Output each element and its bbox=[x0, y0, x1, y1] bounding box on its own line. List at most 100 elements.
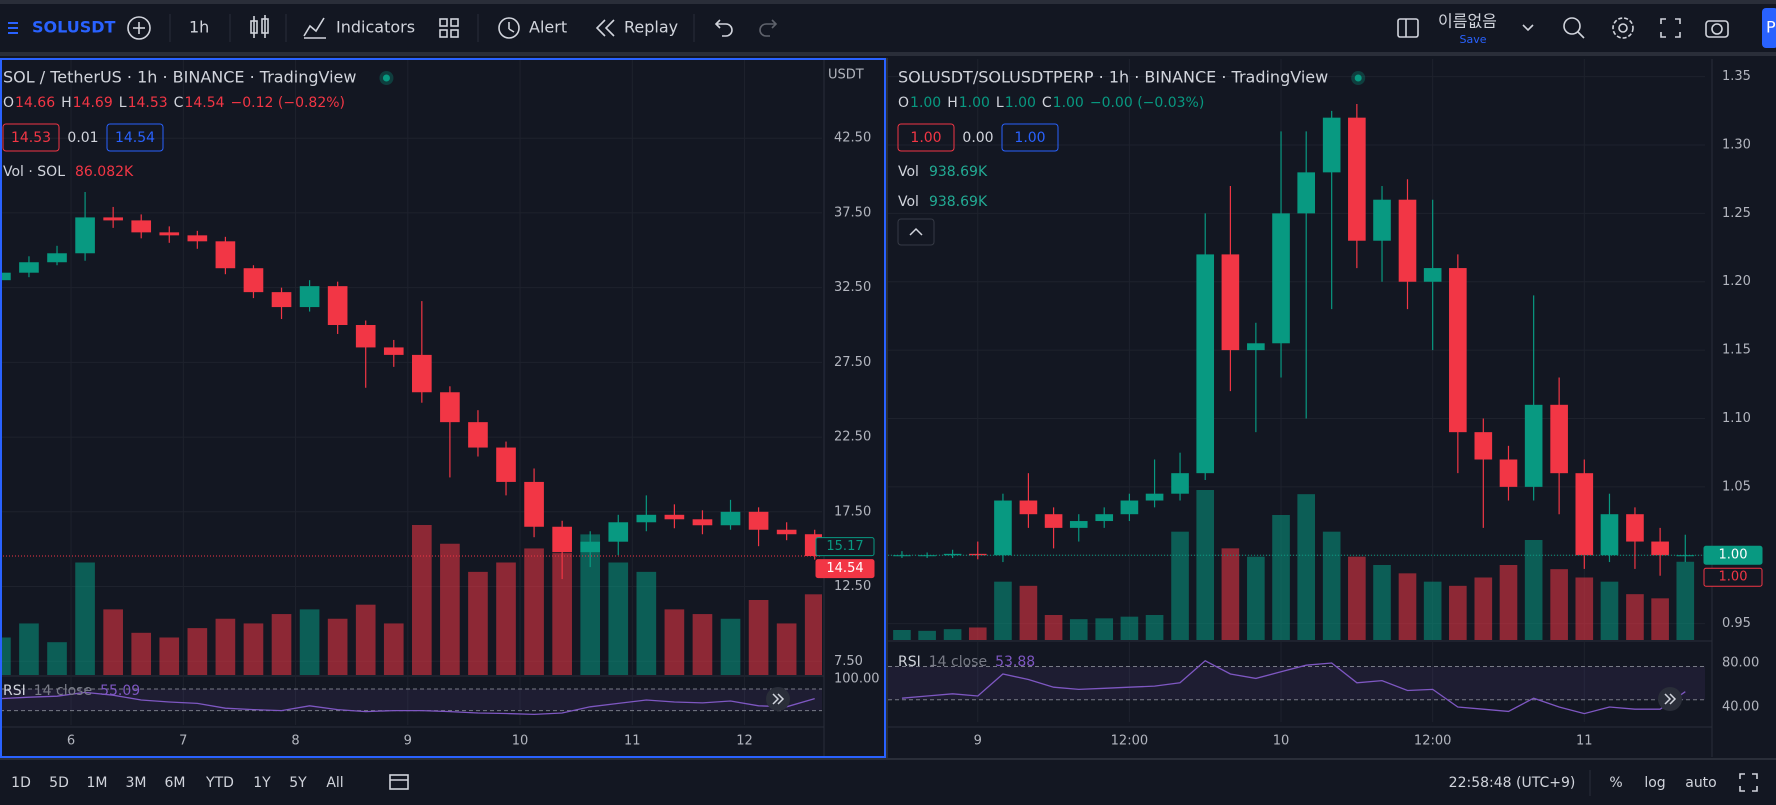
x-tick-label: 9 bbox=[404, 734, 412, 749]
y-tick-label: 1.35 bbox=[1722, 69, 1751, 84]
log-toggle[interactable]: log bbox=[1644, 775, 1665, 791]
redo[interactable] bbox=[759, 19, 778, 37]
publish-button[interactable] bbox=[1762, 8, 1776, 48]
volume-bar bbox=[994, 581, 1012, 640]
volume-bar bbox=[1221, 548, 1240, 640]
range-button[interactable]: 1Y bbox=[253, 775, 271, 791]
candle-body bbox=[271, 292, 292, 308]
maximize[interactable] bbox=[1739, 773, 1758, 792]
quote-ask[interactable]: 1.00 bbox=[1014, 130, 1045, 146]
chart-title: SOL / TetherUS · 1h · BINANCE · TradingV… bbox=[3, 68, 356, 87]
volume-bar bbox=[1297, 494, 1316, 640]
candle-body bbox=[893, 555, 911, 557]
quote-box[interactable] bbox=[1001, 123, 1059, 152]
more-icon[interactable] bbox=[1669, 693, 1677, 705]
volume-bar bbox=[968, 627, 987, 640]
y-tick-label: 42.50 bbox=[834, 131, 871, 146]
range-button[interactable]: 1M bbox=[87, 775, 108, 791]
pane-separator bbox=[886, 58, 888, 758]
volume-bar bbox=[580, 534, 601, 675]
price-tag-label: 1.00 bbox=[1719, 548, 1748, 563]
quote-box[interactable] bbox=[897, 123, 955, 152]
candle-body bbox=[1247, 343, 1265, 351]
auto-toggle[interactable]: auto bbox=[1685, 775, 1717, 791]
collapse-icon[interactable] bbox=[909, 227, 923, 236]
currency[interactable]: USDT bbox=[828, 68, 864, 83]
rsi-tick-label: 100.00 bbox=[834, 672, 880, 687]
candle-body bbox=[243, 268, 264, 293]
replay[interactable]: Replay bbox=[624, 18, 678, 37]
quote-spread: 0.00 bbox=[962, 130, 993, 146]
ohlc-value: 1.00 bbox=[1053, 95, 1084, 111]
date-range[interactable] bbox=[389, 774, 409, 790]
percent-toggle[interactable]: % bbox=[1609, 775, 1622, 791]
candle-body bbox=[580, 541, 601, 553]
candle-body bbox=[636, 514, 657, 523]
indicators-icon[interactable] bbox=[303, 17, 326, 39]
interval[interactable]: 1h bbox=[189, 18, 209, 37]
price-tag bbox=[1703, 545, 1763, 565]
range-button[interactable]: YTD bbox=[205, 775, 234, 791]
candle-body bbox=[1069, 521, 1088, 528]
quote-box[interactable] bbox=[106, 123, 164, 152]
quote-box[interactable] bbox=[2, 123, 60, 152]
range-button[interactable]: 6M bbox=[165, 775, 186, 791]
plot bbox=[0, 59, 822, 725]
ohlc-value: 1.00 bbox=[1005, 95, 1036, 111]
snapshot[interactable] bbox=[1705, 20, 1729, 38]
range-button[interactable]: 3M bbox=[126, 775, 147, 791]
ohlc-value: 14.66 bbox=[15, 95, 55, 111]
save[interactable]: Save bbox=[1459, 33, 1486, 46]
ohlc-change: −0.00 (−0.03%) bbox=[1090, 95, 1204, 111]
quote-ask[interactable]: 14.54 bbox=[115, 130, 155, 146]
y-tick-label: 1.25 bbox=[1722, 206, 1751, 221]
volume-bar bbox=[327, 618, 348, 675]
volume-bar bbox=[692, 614, 713, 675]
toolbar: SOLUSDT 1h Indicators Alert Replay 이름없음 … bbox=[0, 8, 1776, 56]
volume-bar bbox=[1398, 573, 1417, 640]
collapse-button[interactable] bbox=[897, 218, 935, 246]
volume-bar bbox=[159, 637, 180, 675]
layout-name[interactable]: 이름없음 bbox=[1438, 12, 1497, 31]
volume-bar bbox=[0, 637, 11, 675]
undo[interactable] bbox=[714, 19, 733, 37]
layout-menu[interactable] bbox=[1522, 24, 1534, 32]
x-tick-label: 12:00 bbox=[1414, 734, 1451, 749]
chart-type[interactable] bbox=[250, 15, 269, 38]
candle-body bbox=[299, 286, 320, 308]
range-button[interactable]: 5Y bbox=[289, 775, 307, 791]
candle-body bbox=[131, 220, 152, 233]
quote-bid[interactable]: 1.00 bbox=[910, 130, 941, 146]
menu-icon[interactable] bbox=[8, 22, 18, 34]
templates[interactable] bbox=[439, 18, 459, 38]
alert-icon[interactable] bbox=[498, 17, 520, 39]
volume-bar bbox=[1474, 577, 1493, 640]
more-icon[interactable] bbox=[1664, 693, 1672, 705]
fullscreen[interactable] bbox=[1660, 18, 1681, 38]
candle-body bbox=[1550, 404, 1568, 474]
range-button[interactable]: 5D bbox=[49, 775, 69, 791]
right-pane: 1.35 1.30 1.25 1.20 1.15 1.10 1.05 1.00 0.95 9 12:… bbox=[888, 59, 1763, 757]
more-icon[interactable] bbox=[777, 693, 785, 705]
quote-bid[interactable]: 14.53 bbox=[11, 130, 51, 146]
symbol[interactable]: SOLUSDT bbox=[32, 18, 116, 37]
candle-body bbox=[664, 514, 685, 520]
price-tag bbox=[1703, 567, 1763, 587]
layout-icon[interactable] bbox=[1397, 18, 1419, 38]
more-icon[interactable] bbox=[772, 693, 780, 705]
search[interactable] bbox=[1563, 17, 1585, 39]
candle-body bbox=[1044, 514, 1063, 528]
range-button[interactable]: All bbox=[326, 775, 343, 791]
publish[interactable]: Pu bbox=[1766, 18, 1776, 37]
settings[interactable] bbox=[1612, 17, 1634, 39]
add-symbol[interactable] bbox=[127, 16, 151, 40]
x-tick-label: 6 bbox=[67, 734, 75, 749]
indicators[interactable]: Indicators bbox=[336, 18, 415, 37]
range-button[interactable]: 1D bbox=[11, 775, 31, 791]
price-tag bbox=[815, 559, 875, 579]
volume-bar bbox=[1524, 540, 1543, 640]
volume-bar bbox=[893, 630, 911, 640]
status-dot-core bbox=[382, 74, 390, 82]
alert[interactable]: Alert bbox=[529, 18, 567, 37]
replay-icon[interactable] bbox=[595, 19, 615, 37]
